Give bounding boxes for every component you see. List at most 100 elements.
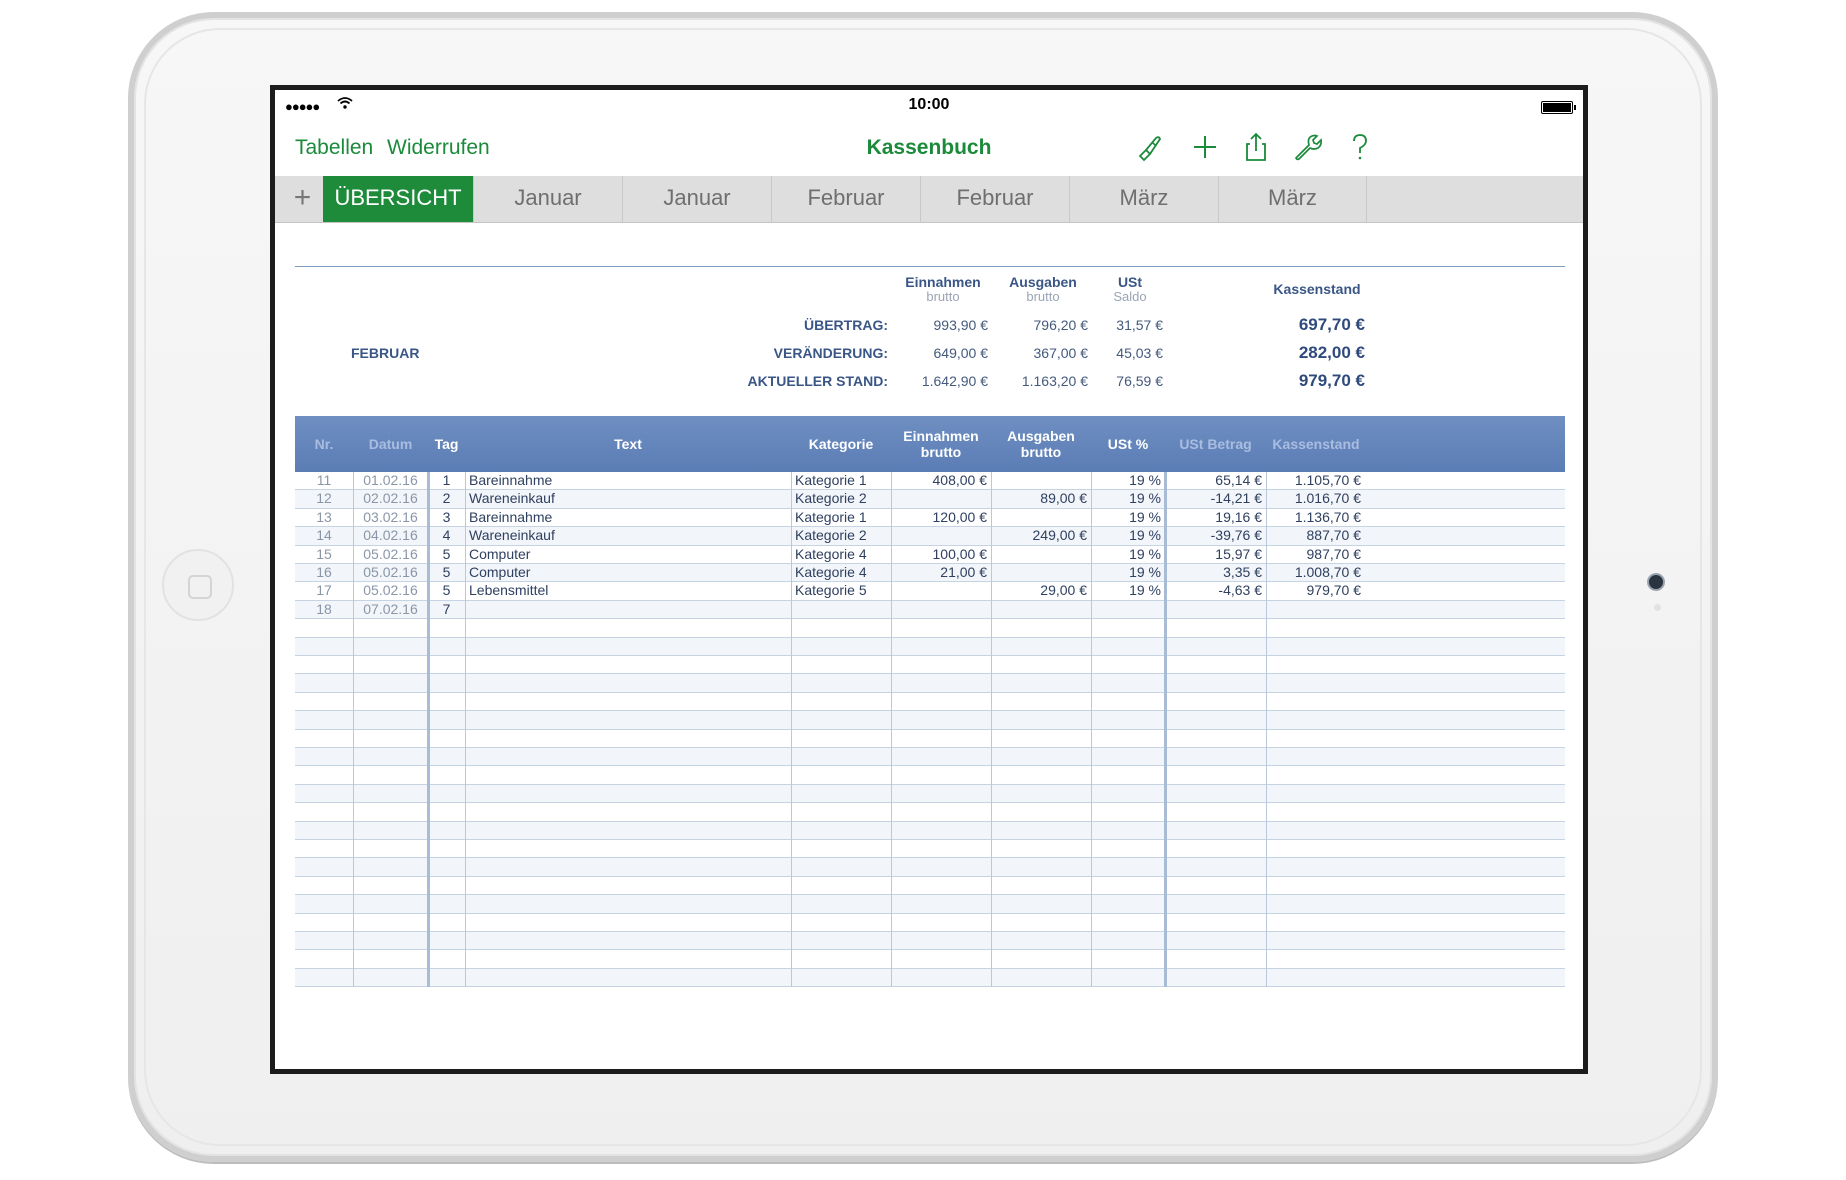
cell-ausgaben[interactable] — [991, 914, 1091, 931]
cell-nr[interactable]: 18 — [316, 600, 332, 617]
table-row[interactable] — [295, 619, 1565, 638]
cell-einnahmen[interactable] — [891, 785, 991, 802]
table-row[interactable] — [295, 748, 1565, 767]
cell-einnahmen[interactable] — [891, 693, 991, 710]
cell-text[interactable] — [465, 766, 791, 783]
cell-text[interactable] — [465, 693, 791, 710]
col-einnahmen[interactable]: Einnahmen brutto — [891, 416, 991, 472]
table-row[interactable] — [295, 895, 1565, 914]
cell-text[interactable] — [465, 619, 791, 636]
cell-kategorie[interactable] — [791, 895, 891, 912]
cell-ust-betrag[interactable] — [1165, 693, 1266, 710]
cell-nr[interactable] — [295, 656, 353, 673]
plus-icon[interactable] — [1188, 130, 1222, 164]
cell-einnahmen[interactable] — [891, 730, 991, 747]
cell-ust-betrag[interactable] — [1165, 638, 1266, 655]
cell-datum[interactable] — [353, 693, 428, 710]
cell-kategorie[interactable] — [791, 822, 891, 839]
table-row[interactable] — [295, 877, 1565, 896]
cell-ust-betrag[interactable] — [1165, 858, 1266, 875]
cell-tag[interactable]: 2 — [442, 490, 451, 507]
cell-nr[interactable] — [295, 932, 353, 949]
cell-kategorie[interactable] — [791, 674, 891, 691]
cell-tag[interactable] — [428, 638, 465, 655]
table-row[interactable] — [295, 784, 1565, 804]
cell-datum[interactable] — [353, 730, 428, 747]
cell-datum[interactable]: 01.02.16 — [363, 472, 418, 488]
cell-tag[interactable] — [428, 785, 465, 802]
cell-ust-pct[interactable]: 19 % — [1129, 545, 1161, 562]
cell-tag[interactable] — [428, 619, 465, 636]
cell-datum[interactable]: 04.02.16 — [363, 527, 418, 544]
cell-einnahmen[interactable] — [891, 638, 991, 655]
cell-datum[interactable] — [353, 877, 428, 894]
cell-kategorie[interactable] — [791, 858, 891, 875]
cell-kassenstand[interactable] — [1266, 766, 1365, 783]
cell-datum[interactable] — [353, 656, 428, 673]
cell-kassenstand[interactable] — [1266, 914, 1365, 931]
cell-kassenstand[interactable] — [1266, 638, 1365, 655]
cell-ust-pct[interactable]: 19 % — [1129, 490, 1161, 507]
cell-ust-pct[interactable] — [1091, 730, 1165, 747]
cell-ausgaben[interactable]: 29,00 € — [1040, 582, 1087, 599]
cell-nr[interactable] — [295, 969, 353, 986]
cell-einnahmen[interactable] — [891, 656, 991, 673]
cell-einnahmen[interactable] — [891, 527, 991, 544]
cell-kassenstand[interactable]: 1.008,70 € — [1294, 564, 1361, 580]
cell-tag[interactable]: 5 — [442, 564, 451, 580]
cell-kategorie[interactable] — [791, 748, 891, 765]
cell-text[interactable]: Lebensmittel — [469, 582, 549, 599]
cell-nr[interactable] — [295, 674, 353, 691]
cell-ausgaben[interactable] — [991, 803, 1091, 820]
cell-tag[interactable] — [428, 730, 465, 747]
cell-kassenstand[interactable] — [1266, 748, 1365, 765]
table-row[interactable]: 14 04.02.16 4 Wareneinkauf Kategorie 2 249,00… — [295, 527, 1565, 546]
cell-ausgaben[interactable] — [991, 711, 1091, 728]
cell-kassenstand[interactable] — [1266, 693, 1365, 710]
cell-kategorie[interactable]: Kategorie 1 — [795, 472, 867, 488]
cell-nr[interactable] — [295, 638, 353, 655]
cell-ust-pct[interactable] — [1091, 785, 1165, 802]
cell-text[interactable] — [465, 656, 791, 673]
cell-kategorie[interactable] — [791, 785, 891, 802]
cell-ust-betrag[interactable] — [1165, 711, 1266, 728]
cell-ust-betrag[interactable] — [1165, 619, 1266, 636]
table-row[interactable] — [295, 914, 1565, 932]
cell-kategorie[interactable]: Kategorie 1 — [795, 508, 867, 525]
cell-ausgaben[interactable] — [991, 822, 1091, 839]
cell-datum[interactable] — [353, 638, 428, 655]
cell-einnahmen[interactable] — [891, 822, 991, 839]
cell-ust-betrag[interactable] — [1165, 748, 1266, 765]
cell-kategorie[interactable] — [791, 619, 891, 636]
cell-ust-pct[interactable]: 19 % — [1129, 582, 1161, 599]
cell-kategorie[interactable]: Kategorie 5 — [795, 582, 867, 599]
tab-januar-2[interactable]: Januar — [622, 176, 771, 222]
table-row[interactable] — [295, 932, 1565, 951]
cell-ust-pct[interactable] — [1091, 822, 1165, 839]
cell-kassenstand[interactable] — [1266, 674, 1365, 691]
cell-kassenstand[interactable]: 979,70 € — [1306, 582, 1362, 599]
share-icon[interactable] — [1239, 130, 1273, 164]
cell-ausgaben[interactable] — [991, 619, 1091, 636]
cell-tag[interactable] — [428, 693, 465, 710]
cell-tag[interactable]: 3 — [442, 508, 451, 525]
cell-ausgaben[interactable] — [991, 877, 1091, 894]
cell-text[interactable] — [465, 840, 791, 857]
cell-ausgaben[interactable] — [991, 674, 1091, 691]
home-button[interactable] — [162, 549, 234, 621]
cell-ausgaben[interactable] — [991, 546, 1091, 563]
cell-text[interactable] — [465, 785, 791, 802]
cell-ausgaben[interactable] — [991, 638, 1091, 655]
table-row[interactable] — [295, 803, 1565, 822]
cell-nr[interactable] — [295, 803, 353, 820]
table-row[interactable]: 13 03.02.16 3 Bareinnahme Kategorie 1 120,00 … — [295, 508, 1565, 528]
cell-ust-betrag[interactable]: -14,21 € — [1210, 490, 1262, 507]
cell-text[interactable]: Wareneinkauf — [469, 527, 555, 544]
tab-februar-2[interactable]: Februar — [920, 176, 1069, 222]
cell-nr[interactable] — [295, 730, 353, 747]
cell-tag[interactable] — [428, 840, 465, 857]
cell-ausgaben[interactable]: 249,00 € — [1032, 527, 1088, 544]
cell-tag[interactable] — [428, 969, 465, 986]
cell-kassenstand[interactable]: 887,70 € — [1306, 527, 1362, 544]
cell-ust-pct[interactable] — [1091, 877, 1165, 894]
